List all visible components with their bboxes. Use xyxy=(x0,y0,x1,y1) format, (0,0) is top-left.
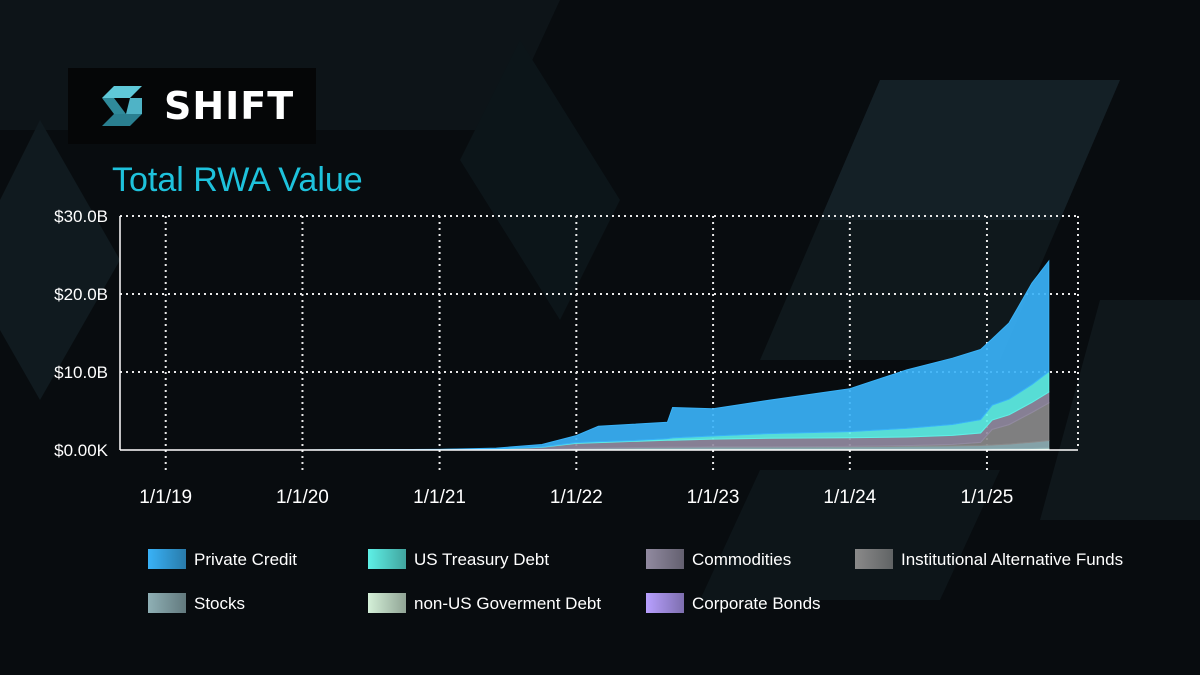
y-tick-label: $30.0B xyxy=(54,207,108,226)
brand-logo: SHIFT xyxy=(68,68,316,144)
x-tick-label: 1/1/23 xyxy=(687,487,740,508)
x-tick-label: 1/1/22 xyxy=(550,487,603,508)
x-tick-label: 1/1/21 xyxy=(413,487,466,508)
x-tick-label: 1/1/20 xyxy=(276,487,329,508)
legend-label: Private Credit xyxy=(194,550,297,569)
legend-label: non-US Goverment Debt xyxy=(414,594,602,613)
chart-title: Total RWA Value xyxy=(112,161,363,199)
legend-swatch xyxy=(148,549,186,569)
axes xyxy=(119,216,1078,451)
y-tick-label: $20.0B xyxy=(54,285,108,304)
area-private-credit xyxy=(120,259,1050,451)
legend-swatch xyxy=(148,593,186,613)
shift-logo-icon xyxy=(102,86,142,126)
legend-label: Stocks xyxy=(194,594,246,613)
x-tick-labels: 1/1/19 1/1/20 1/1/21 1/1/22 1/1/23 1/1/24 1/1/… xyxy=(139,487,1013,508)
area-series xyxy=(120,259,1050,451)
y-tick-labels: $0.00K $10.0B $20.0B $30.0B xyxy=(54,207,109,460)
x-tick-label: 1/1/25 xyxy=(961,487,1014,508)
legend-swatch xyxy=(368,593,406,613)
legend-swatch xyxy=(368,549,406,569)
legend-swatch xyxy=(855,549,893,569)
legend-swatch xyxy=(646,549,684,569)
legend-label: Corporate Bonds xyxy=(692,594,821,613)
brand-name: SHIFT xyxy=(164,84,295,128)
x-tick-label: 1/1/24 xyxy=(823,487,876,508)
legend-swatch xyxy=(646,593,684,613)
y-tick-label: $0.00K xyxy=(54,441,109,460)
x-tick-label: 1/1/19 xyxy=(139,487,192,508)
legend-label: US Treasury Debt xyxy=(414,550,550,569)
legend-label: Commodities xyxy=(692,550,792,569)
y-tick-label: $10.0B xyxy=(54,363,108,382)
legend-label: Institutional Alternative Funds xyxy=(901,550,1124,569)
